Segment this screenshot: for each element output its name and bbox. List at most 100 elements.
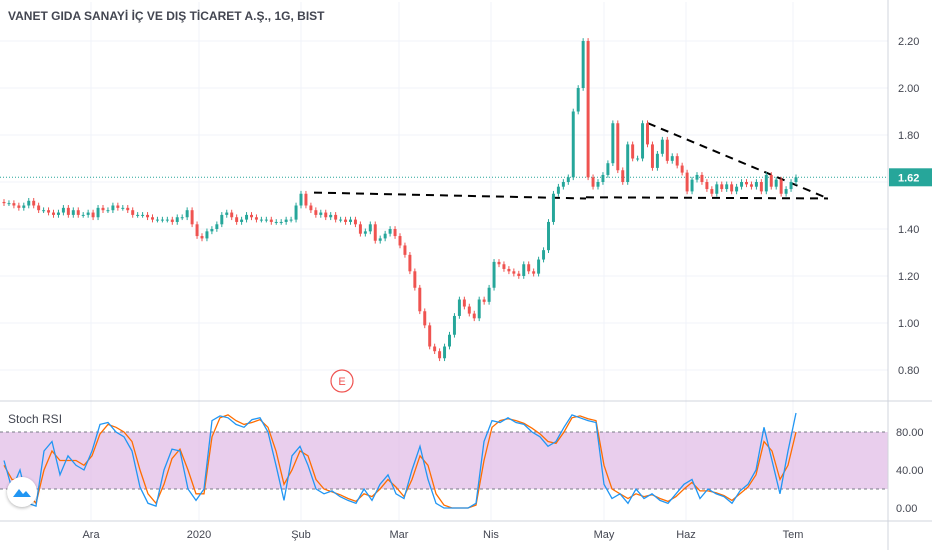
candle-body	[784, 189, 788, 194]
candle-body	[146, 214, 150, 218]
last-price-badge	[889, 168, 932, 187]
candle-body	[259, 219, 263, 221]
candle-body	[393, 229, 397, 237]
candle-body	[299, 193, 303, 206]
stoch-lines	[3, 412, 797, 509]
osc-tick-label: 80.00	[896, 427, 924, 439]
candle-body	[646, 123, 649, 145]
candle-body	[160, 219, 164, 221]
candle-body	[7, 203, 11, 205]
candle-body	[527, 264, 531, 272]
candle-body	[457, 299, 461, 316]
candle-body	[334, 214, 338, 220]
candle-body	[314, 210, 318, 215]
candle-body	[368, 224, 372, 232]
candle-body	[547, 221, 550, 251]
candle-body	[769, 174, 773, 187]
stoch-k-line	[3, 412, 797, 509]
candle-body	[279, 221, 283, 223]
candle-body	[730, 184, 734, 192]
candle-body	[467, 306, 471, 314]
candle-body	[126, 207, 130, 211]
time-tick-label: Mar	[390, 529, 409, 541]
candle-body	[512, 271, 516, 274]
candle-body	[32, 200, 36, 206]
candle-body	[720, 184, 724, 190]
candle-body	[86, 212, 90, 215]
candle-body	[507, 268, 511, 272]
candle-body	[141, 214, 145, 216]
candle-body	[136, 214, 140, 216]
candle-body	[61, 207, 65, 213]
candle-body	[685, 172, 689, 192]
earnings-event-marker	[330, 369, 354, 393]
price-tick-label: 1.80	[898, 130, 919, 142]
candle-body	[155, 219, 159, 221]
candle-body	[373, 224, 377, 241]
candle-body	[794, 177, 798, 182]
candle-body	[274, 221, 278, 223]
candle-body	[759, 182, 763, 192]
candle-body	[309, 205, 313, 211]
candle-body	[690, 179, 694, 192]
candle-body	[344, 219, 348, 222]
candle-body	[655, 153, 659, 168]
candle-body	[190, 210, 194, 225]
candle-body	[329, 214, 333, 218]
candle-body	[606, 163, 610, 175]
candle-body	[81, 214, 85, 216]
candle-body	[116, 205, 120, 208]
candle-body	[284, 219, 288, 222]
candle-body	[269, 219, 273, 222]
candle-body	[601, 174, 605, 182]
candle-body	[542, 250, 546, 260]
candle-body	[56, 212, 60, 215]
candle-body	[532, 271, 536, 274]
candle-body	[779, 179, 783, 194]
candle-body	[675, 156, 679, 166]
price-tick-label: 2.20	[898, 36, 919, 48]
last-price-label: 1.62	[898, 172, 919, 184]
osc-tick-label: 0.00	[896, 503, 917, 515]
candle-body	[477, 299, 481, 319]
time-tick-label: Tem	[783, 529, 804, 541]
candle-body	[591, 177, 595, 187]
time-tick-label: Haz	[676, 529, 696, 541]
candle-body	[556, 186, 560, 194]
candle-body	[433, 346, 437, 352]
chart-title: VANET GIDA SANAYİ İÇ VE DIŞ TİCARET A.Ş.…	[8, 9, 325, 23]
time-tick-label: Ara	[82, 529, 100, 541]
stoch-d-line	[3, 414, 797, 509]
candle-body	[537, 259, 541, 274]
candle-body	[403, 245, 407, 255]
candle-body	[101, 207, 105, 211]
stoch-band	[0, 431, 888, 490]
time-tick-label: Nis	[483, 529, 499, 541]
candle-body	[205, 231, 209, 239]
candle-body	[151, 217, 154, 220]
candle-body	[200, 236, 204, 239]
candle-body	[789, 182, 793, 190]
candle-body	[180, 217, 184, 219]
candle-body	[448, 334, 451, 347]
candle-body	[462, 299, 466, 307]
candle-body	[745, 182, 748, 185]
candle-body	[96, 207, 100, 218]
candle-body	[111, 205, 115, 211]
candle-body	[294, 205, 298, 220]
candle-body	[710, 189, 714, 194]
candle-body	[735, 186, 739, 192]
event-marker-group[interactable]: E	[330, 369, 354, 393]
candle-body	[423, 311, 427, 326]
candle-body	[586, 41, 590, 178]
candle-body	[517, 273, 521, 276]
candle-body	[363, 231, 367, 234]
candle-body	[131, 210, 135, 215]
candle-body	[561, 182, 565, 187]
candle-body	[235, 217, 239, 222]
candle-body	[27, 200, 31, 206]
candle-body	[631, 144, 635, 159]
candle-body	[383, 233, 387, 239]
